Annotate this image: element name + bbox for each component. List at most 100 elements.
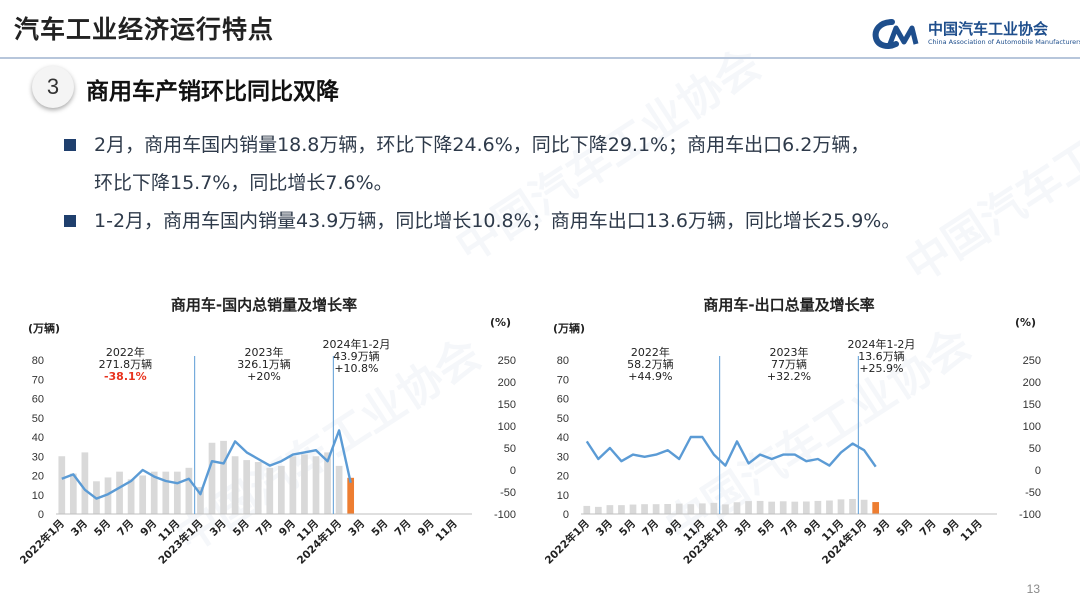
x-tick-label: 2022年1月 bbox=[545, 517, 592, 567]
y-tick-label: 60 bbox=[557, 394, 569, 406]
export-chart-svg: 商用车-出口总量及增长率 (万辆) (%) 0 10 20 30 40 50 60 70 80 -100… bbox=[545, 296, 1041, 567]
bar bbox=[618, 505, 625, 514]
x-tick-label: 3月 bbox=[594, 518, 615, 539]
bar bbox=[837, 499, 845, 514]
bar bbox=[849, 498, 856, 514]
x-tick-label: 7月 bbox=[779, 518, 800, 539]
bar bbox=[687, 504, 695, 514]
x-tick-label: 3月 bbox=[69, 518, 90, 539]
bar bbox=[664, 503, 672, 514]
period-annotation: +25.9% bbox=[859, 362, 903, 375]
x-tick-label: 2022年1月 bbox=[20, 517, 67, 567]
y-tick-label: 0 bbox=[38, 509, 44, 521]
bar bbox=[814, 500, 822, 514]
highlight-bar bbox=[347, 477, 355, 514]
caam-logo: 中国汽车工业协会 China Association of Automobile… bbox=[872, 16, 1080, 52]
period-annotation: 58.2万辆 bbox=[627, 357, 674, 371]
section-heading: 3 商用车产销环比同比双降 bbox=[24, 66, 444, 108]
period-annotation: +10.8% bbox=[334, 362, 378, 375]
caam-logo-icon bbox=[872, 19, 919, 49]
bullet-item-continuation: 环比下降15.7%，同比增长7.6%。 bbox=[64, 164, 1064, 202]
bar bbox=[173, 471, 181, 514]
y2-tick-label: 150 bbox=[1023, 399, 1041, 411]
growth-rate-line bbox=[61, 429, 352, 500]
bullet-text: 环比下降15.7%，同比增长7.6%。 bbox=[94, 172, 393, 194]
bar bbox=[583, 505, 591, 514]
bullet-item: 1-2月，商用车国内销量43.9万辆，同比增长10.8%；商用车出口13.6万辆… bbox=[64, 202, 1064, 240]
bar bbox=[254, 462, 262, 514]
bar bbox=[733, 502, 741, 514]
period-annotation: 43.9万辆 bbox=[333, 349, 380, 363]
bar bbox=[220, 440, 227, 514]
bar bbox=[301, 454, 308, 514]
x-tick-label: 11月 bbox=[434, 518, 460, 544]
domestic-sales-chart: 商用车-国内总销量及增长率 (万辆) (%) 0 10 20 30 40 50 60 70 80 -10… bbox=[20, 290, 530, 590]
y2-tick-label: -50 bbox=[500, 487, 516, 499]
bar bbox=[289, 456, 297, 514]
logo-text-cn: 中国汽车工业协会 bbox=[928, 20, 1049, 38]
bar bbox=[606, 505, 614, 514]
x-tick-label: 5月 bbox=[756, 518, 777, 539]
y2-tick-label: 50 bbox=[1029, 443, 1041, 455]
x-tick-label: 5月 bbox=[369, 518, 390, 539]
x-tick-label: 7月 bbox=[392, 518, 413, 539]
bar bbox=[231, 456, 239, 514]
period-annotation: 271.8万辆 bbox=[99, 357, 153, 371]
bar bbox=[779, 501, 787, 514]
x-tick-label: 7月 bbox=[917, 518, 938, 539]
x-tick-label: 7月 bbox=[254, 518, 275, 539]
x-tick-label: 5月 bbox=[231, 518, 252, 539]
y2-tick-label: -100 bbox=[1019, 509, 1041, 521]
bar bbox=[150, 471, 158, 514]
y2-tick-label: 50 bbox=[504, 443, 516, 455]
bullet-square-icon bbox=[64, 139, 76, 151]
y-tick-label: 20 bbox=[557, 471, 569, 483]
x-tick-label: 7月 bbox=[640, 518, 661, 539]
period-annotation: +44.9% bbox=[628, 370, 672, 383]
y-tick-label: 30 bbox=[32, 451, 44, 463]
y2-tick-label: -100 bbox=[494, 509, 516, 521]
x-tick-label: 3月 bbox=[871, 518, 892, 539]
bar bbox=[335, 465, 343, 514]
bar bbox=[69, 473, 77, 514]
y2-tick-label: 100 bbox=[1023, 421, 1041, 433]
bar bbox=[81, 452, 89, 514]
bar bbox=[826, 500, 833, 514]
period-annotation: 2022年 bbox=[631, 345, 670, 359]
bar bbox=[756, 500, 764, 514]
y-tick-label: 40 bbox=[32, 432, 44, 444]
bar bbox=[312, 456, 320, 514]
period-annotation: +20% bbox=[247, 370, 281, 383]
x-tick-label: 3月 bbox=[733, 518, 754, 539]
bar bbox=[641, 504, 648, 514]
bullet-list: 2月，商用车国内销量18.8万辆，环比下降24.6%，同比下降29.1%；商用车… bbox=[64, 126, 1064, 240]
x-tick-label: 5月 bbox=[92, 518, 113, 539]
bar bbox=[116, 471, 123, 514]
y-tick-label: 80 bbox=[32, 355, 44, 367]
bullet-text: 1-2月，商用车国内销量43.9万辆，同比增长10.8%；商用车出口13.6万辆… bbox=[94, 210, 901, 232]
period-annotation: 2023年 bbox=[770, 345, 809, 359]
period-annotation: 2023年 bbox=[245, 345, 284, 359]
chart-title: 商用车-国内总销量及增长率 bbox=[171, 296, 357, 314]
bar bbox=[127, 479, 135, 514]
y-tick-label: 20 bbox=[32, 471, 44, 483]
highlight-bar bbox=[872, 502, 880, 514]
y-tick-label: 10 bbox=[557, 490, 569, 502]
bar bbox=[277, 465, 285, 514]
y-tick-label: 70 bbox=[557, 374, 569, 386]
y2-tick-label: 0 bbox=[510, 465, 516, 477]
y2-axis-unit-label: (%) bbox=[1015, 316, 1036, 329]
period-annotation: +32.2% bbox=[767, 370, 811, 383]
bar bbox=[266, 467, 274, 514]
y-tick-label: 30 bbox=[557, 451, 569, 463]
x-tick-label: 7月 bbox=[115, 518, 136, 539]
y2-axis-unit-label: (%) bbox=[490, 316, 511, 329]
bar bbox=[768, 501, 776, 514]
x-tick-label: 11月 bbox=[959, 518, 985, 544]
bar bbox=[58, 456, 66, 514]
growth-rate-line bbox=[585, 435, 877, 468]
bar bbox=[745, 501, 752, 514]
y-axis-unit-label: (万辆) bbox=[553, 321, 585, 335]
period-annotation: 2022年 bbox=[106, 345, 145, 359]
logo-text-en: China Association of Automobile Manufact… bbox=[928, 38, 1080, 46]
